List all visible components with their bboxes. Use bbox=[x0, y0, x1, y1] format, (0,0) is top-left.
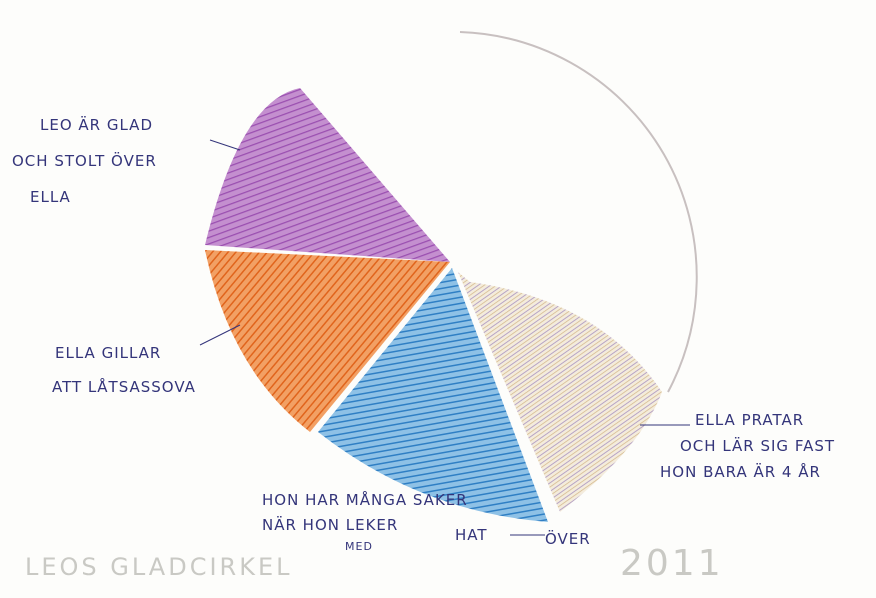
pointer bbox=[199, 324, 241, 346]
sector-blue bbox=[318, 268, 548, 522]
pointer bbox=[209, 139, 241, 151]
label: HON HAR MÅNGA SAKER NÄR HON LEKER MED bbox=[262, 490, 468, 553]
circle-outline bbox=[459, 31, 698, 393]
label: ELLA GILLAR ATT LÅTSASSOVA bbox=[52, 344, 196, 396]
sector-purple bbox=[205, 88, 450, 262]
sector-mixed bbox=[458, 272, 662, 512]
sector-orange bbox=[205, 250, 450, 432]
year: 2011 bbox=[620, 543, 724, 584]
label: ELLA PRATAR OCH LÄR SIG FAST HON BARA ÄR 4… bbox=[660, 411, 835, 481]
label: HAT ÖVER bbox=[455, 526, 591, 548]
label: LEO ÄR GLAD OCH STOLT ÖVER ELLA bbox=[12, 115, 157, 206]
caption: LEOS GLADCIRKEL bbox=[25, 553, 293, 581]
